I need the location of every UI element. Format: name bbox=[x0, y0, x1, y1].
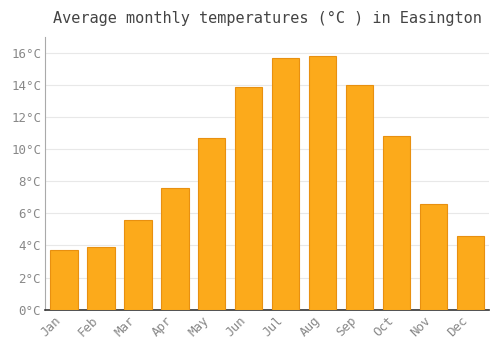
Bar bbox=[50, 250, 78, 310]
Bar bbox=[87, 247, 115, 310]
Bar bbox=[124, 220, 152, 310]
Bar bbox=[308, 56, 336, 310]
Bar bbox=[234, 87, 262, 310]
Bar bbox=[161, 188, 188, 310]
Bar bbox=[198, 138, 226, 310]
Bar bbox=[382, 136, 410, 310]
Title: Average monthly temperatures (°C ) in Easington: Average monthly temperatures (°C ) in Ea… bbox=[52, 11, 482, 26]
Bar bbox=[346, 85, 374, 310]
Bar bbox=[272, 58, 299, 310]
Bar bbox=[420, 204, 448, 310]
Bar bbox=[456, 236, 484, 310]
